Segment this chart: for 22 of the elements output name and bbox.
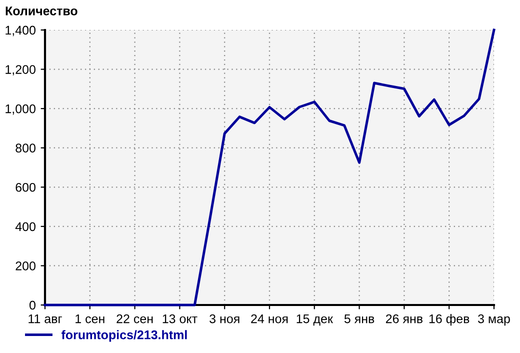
y-tick-label: 800 <box>16 144 36 153</box>
x-tick-label: 15 дек <box>296 314 334 326</box>
x-tick-label: 24 ноя <box>251 314 288 324</box>
x-tick-label: 3 ноя <box>210 314 240 324</box>
x-tick-label: 5 янв <box>344 314 374 324</box>
y-tick-label: 0 <box>30 300 36 310</box>
x-tick-label: 11 авг <box>28 314 62 324</box>
x-tick-label: 22 сен <box>116 314 153 324</box>
legend-label: forumtopics/213.html <box>61 330 187 342</box>
y-axis-title: Количество <box>6 6 78 16</box>
line-series <box>44 28 496 306</box>
y-tick-label: 600 <box>16 182 36 192</box>
x-tick-label: 3 мар <box>478 314 510 326</box>
x-tick-label: 16 фев <box>429 314 470 326</box>
y-tick-label: 400 <box>15 222 36 232</box>
x-tick-label: 26 янв <box>386 314 423 324</box>
x-tick-label: 1 сен <box>76 314 104 324</box>
y-tick-label: 1,000 <box>6 104 36 115</box>
y-tick-label: 1,400 <box>6 26 36 36</box>
x-tick-label: 13 окт <box>162 314 198 324</box>
y-tick-label: 1,200 <box>6 65 36 76</box>
y-tick-label: 200 <box>16 262 36 270</box>
